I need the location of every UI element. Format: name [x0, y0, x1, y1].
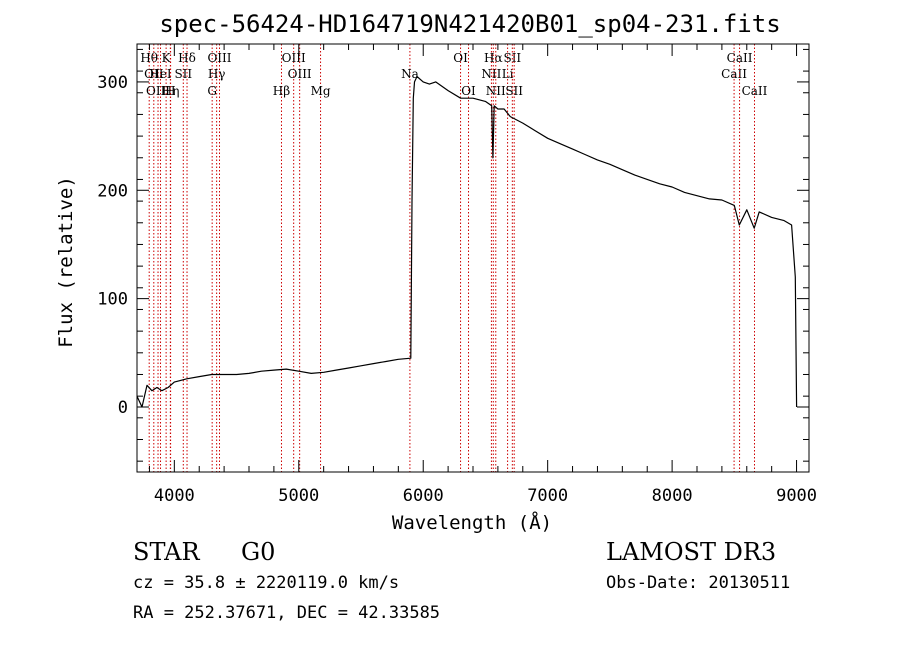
- object-subclass: G0: [241, 538, 276, 566]
- object-class: STAR: [133, 538, 200, 566]
- line-marker-label: Hα: [484, 51, 503, 65]
- line-marker-label: NII: [481, 67, 501, 81]
- line-marker-label: SII: [174, 67, 192, 81]
- line-marker-label: Mg: [311, 84, 331, 98]
- x-tick-label: 8000: [652, 486, 693, 506]
- plot-frame: [136, 43, 810, 473]
- x-tick-label: 4000: [154, 486, 195, 506]
- line-marker-label: Li: [502, 67, 514, 81]
- observation-date: Obs-Date: 20130511: [606, 573, 791, 593]
- line-marker-label: OII: [144, 67, 164, 81]
- x-tick-label: 5000: [278, 486, 319, 506]
- spectrum-series: [136, 75, 798, 408]
- x-axis-label: Wavelength (Å): [392, 511, 552, 534]
- line-marker-label: Hδ: [178, 51, 196, 65]
- y-tick-label: 200: [97, 181, 128, 201]
- line-marker-label: G: [207, 84, 217, 98]
- line-marker-label: K: [162, 51, 172, 65]
- line-marker-label: OIII: [282, 51, 306, 65]
- x-tick-label: 6000: [403, 486, 444, 506]
- chart-title: spec-56424-HD164719N421420B01_sp04-231.f…: [159, 10, 780, 38]
- y-tick-label: 0: [118, 398, 128, 418]
- line-markers: HθOIIOIIIHeIKHηHSIIHδGHγOIIIHβOIIIOIIIMg…: [140, 44, 768, 472]
- line-marker-label: OIII: [207, 51, 231, 65]
- y-axis-label: Flux (relative): [55, 176, 77, 348]
- x-tick-label: 7000: [527, 486, 568, 506]
- line-marker-label: SII: [505, 84, 523, 98]
- x-tick-label: 9000: [776, 486, 817, 506]
- coordinates-text: RA = 252.37671, DEC = 42.33585: [133, 603, 441, 623]
- line-marker-label: CaII: [721, 67, 747, 81]
- line-marker-label: CaII: [727, 51, 753, 65]
- line-marker-label: Na: [401, 67, 419, 81]
- line-marker-label: H: [165, 84, 175, 98]
- line-marker-label: OI: [453, 51, 468, 65]
- x-axis: 4000 5000 6000 7000 8000 9000: [148, 44, 817, 506]
- line-marker-label: OIII: [146, 84, 170, 98]
- y-tick-label: 300: [97, 73, 128, 93]
- line-marker-label: OI: [461, 84, 476, 98]
- redshift-text: cz = 35.8 ± 2220119.0 km/s: [133, 573, 400, 593]
- line-marker-label: CaII: [742, 84, 768, 98]
- survey-label: LAMOST DR3: [606, 538, 777, 566]
- spectrum-line: [136, 75, 798, 408]
- line-marker-label: SII: [503, 51, 521, 65]
- line-marker-label: HeI: [149, 67, 172, 81]
- line-marker-label: Hγ: [208, 67, 226, 81]
- y-tick-label: 100: [97, 290, 128, 310]
- line-marker-label: Hθ: [140, 51, 158, 65]
- line-marker-label: Hβ: [273, 84, 290, 98]
- y-axis: 0 100 200 300: [97, 48, 809, 462]
- line-marker-label: OIII: [288, 67, 312, 81]
- line-marker-label: NII: [486, 84, 506, 98]
